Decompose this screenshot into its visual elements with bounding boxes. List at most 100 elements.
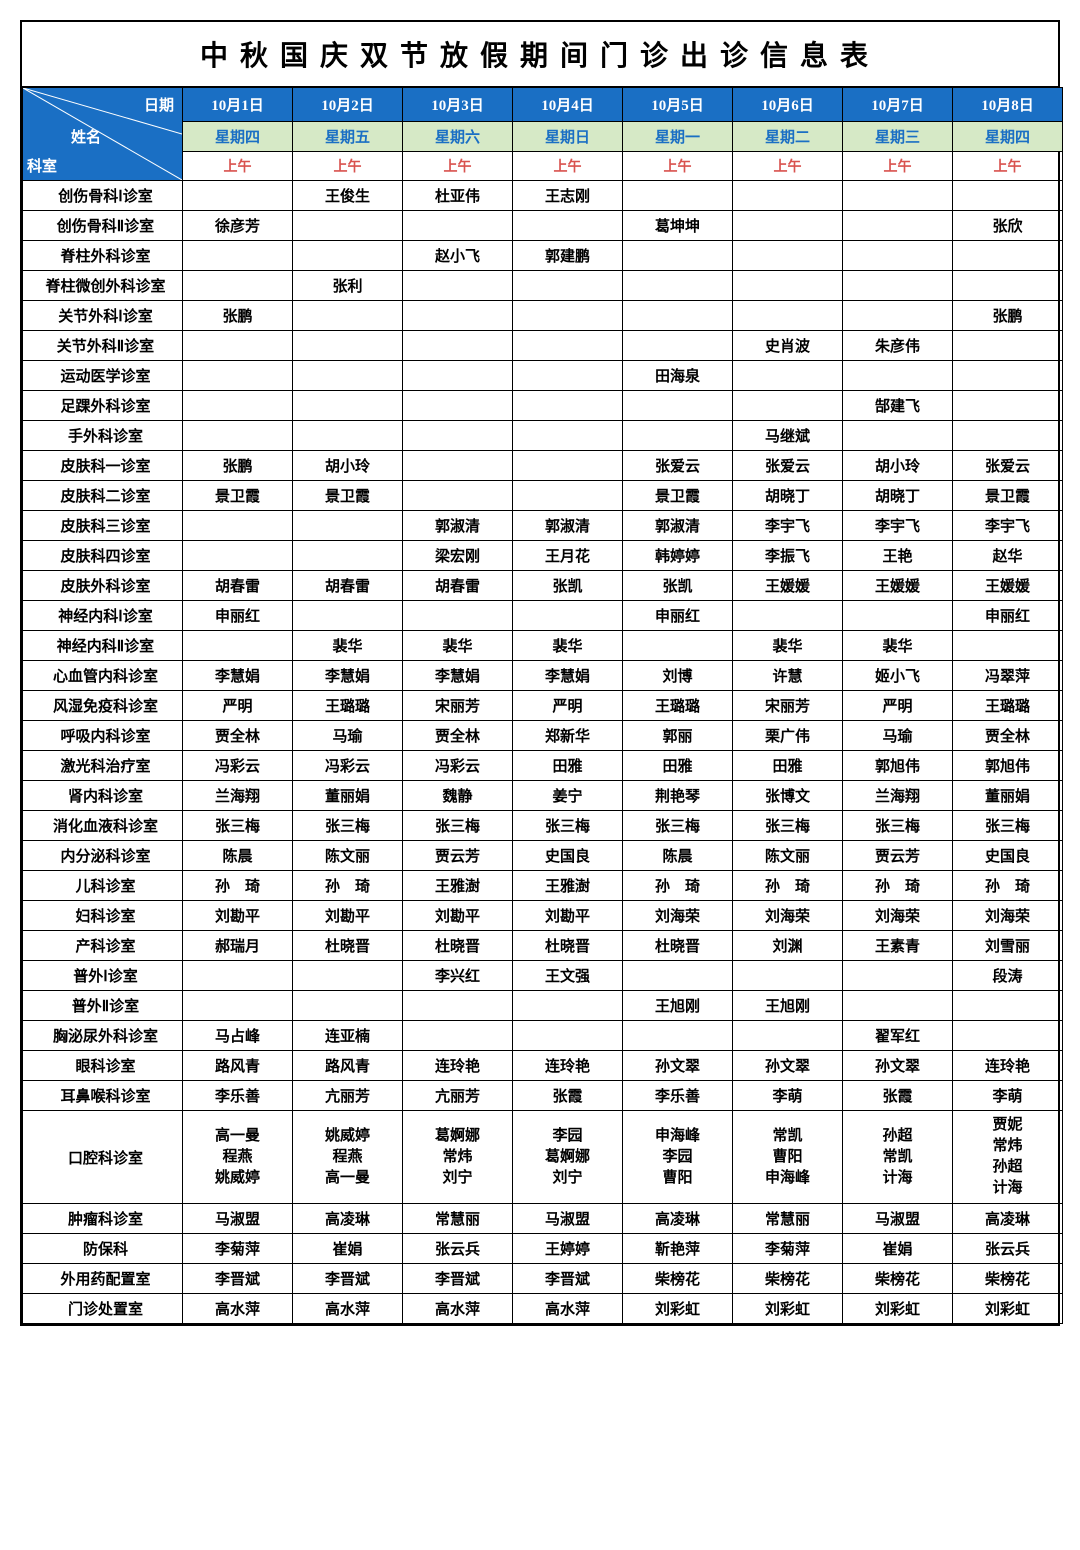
schedule-cell: 常慧丽 [733, 1204, 843, 1234]
schedule-cell: 贾云芳 [403, 841, 513, 871]
schedule-cell: 王旭刚 [623, 991, 733, 1021]
schedule-cell: 柴榜花 [733, 1264, 843, 1294]
schedule-cell: 张三梅 [183, 811, 293, 841]
schedule-cell [403, 271, 513, 301]
schedule-cell: 张云兵 [953, 1234, 1063, 1264]
schedule-cell: 李慧娟 [183, 661, 293, 691]
schedule-cell: 姚威婷程燕高一曼 [293, 1111, 403, 1204]
schedule-cell: 李慧娟 [403, 661, 513, 691]
schedule-cell [953, 331, 1063, 361]
date-header: 10月4日 [513, 88, 623, 122]
date-header: 10月5日 [623, 88, 733, 122]
schedule-cell: 柴榜花 [953, 1264, 1063, 1294]
schedule-cell [183, 421, 293, 451]
table-row: 创伤骨科Ⅱ诊室徐彦芳葛坤坤张欣 [23, 211, 1063, 241]
dept-name: 皮肤科二诊室 [23, 481, 183, 511]
schedule-cell: 李宇飞 [843, 511, 953, 541]
schedule-cell: 杜晓晋 [293, 931, 403, 961]
schedule-cell [293, 421, 403, 451]
schedule-cell: 申丽红 [183, 601, 293, 631]
table-row: 心血管内科诊室李慧娟李慧娟李慧娟李慧娟刘博许慧姬小飞冯翠萍 [23, 661, 1063, 691]
schedule-cell [183, 541, 293, 571]
schedule-cell [513, 361, 623, 391]
schedule-cell: 常凯曹阳申海峰 [733, 1111, 843, 1204]
schedule-cell: 申丽红 [953, 601, 1063, 631]
schedule-cell: 柴榜花 [843, 1264, 953, 1294]
schedule-cell: 段涛 [953, 961, 1063, 991]
date-header: 10月6日 [733, 88, 843, 122]
schedule-cell: 胡小玲 [293, 451, 403, 481]
dept-name: 产科诊室 [23, 931, 183, 961]
dept-name: 外用药配置室 [23, 1264, 183, 1294]
dept-name: 眼科诊室 [23, 1051, 183, 1081]
schedule-cell: 葛婀娜常炜刘宁 [403, 1111, 513, 1204]
schedule-cell: 高水萍 [293, 1294, 403, 1324]
schedule-cell [843, 421, 953, 451]
schedule-cell: 王俊生 [293, 181, 403, 211]
schedule-cell: 王雅澍 [513, 871, 623, 901]
schedule-cell: 郝瑞月 [183, 931, 293, 961]
schedule-cell: 胡小玲 [843, 451, 953, 481]
diag-label-name: 姓名 [71, 126, 101, 147]
table-row: 脊柱外科诊室赵小飞郭建鹏 [23, 241, 1063, 271]
table-row: 肿瘤科诊室马淑盟高凌琳常慧丽马淑盟高凌琳常慧丽马淑盟高凌琳 [23, 1204, 1063, 1234]
schedule-cell: 崔娟 [293, 1234, 403, 1264]
schedule-cell [403, 391, 513, 421]
schedule-cell: 杜亚伟 [403, 181, 513, 211]
dept-name: 足踝外科诊室 [23, 391, 183, 421]
schedule-cell: 陈晨 [183, 841, 293, 871]
table-row: 内分泌科诊室陈晨陈文丽贾云芳史国良陈晨陈文丽贾云芳史国良 [23, 841, 1063, 871]
schedule-cell: 兰海翔 [183, 781, 293, 811]
dept-name: 门诊处置室 [23, 1294, 183, 1324]
table-row: 激光科治疗室冯彩云冯彩云冯彩云田雅田雅田雅郭旭伟郭旭伟 [23, 751, 1063, 781]
dept-name: 肾内科诊室 [23, 781, 183, 811]
schedule-cell [623, 271, 733, 301]
schedule-cell [843, 271, 953, 301]
schedule-cell: 梁宏刚 [403, 541, 513, 571]
schedule-cell: 张欣 [953, 211, 1063, 241]
schedule-cell: 张鹏 [183, 451, 293, 481]
schedule-cell: 连玲艳 [403, 1051, 513, 1081]
schedule-cell [733, 1021, 843, 1051]
schedule-cell: 李菊萍 [733, 1234, 843, 1264]
schedule-cell: 景卫霞 [293, 481, 403, 511]
schedule-cell: 田雅 [733, 751, 843, 781]
schedule-cell: 高一曼程燕姚威婷 [183, 1111, 293, 1204]
schedule-cell: 裴华 [403, 631, 513, 661]
schedule-cell [843, 961, 953, 991]
table-row: 皮肤科四诊室梁宏刚王月花韩婷婷李振飞王艳赵华 [23, 541, 1063, 571]
schedule-cell [733, 211, 843, 241]
schedule-cell: 严明 [843, 691, 953, 721]
schedule-cell: 郭建鹏 [513, 241, 623, 271]
schedule-cell [733, 961, 843, 991]
time-header: 上午 [953, 152, 1063, 181]
schedule-cell [513, 271, 623, 301]
schedule-cell [513, 991, 623, 1021]
schedule-cell: 李宇飞 [733, 511, 843, 541]
schedule-cell: 孙文翠 [733, 1051, 843, 1081]
schedule-cell: 连亚楠 [293, 1021, 403, 1051]
dept-name: 皮肤科三诊室 [23, 511, 183, 541]
time-header: 上午 [513, 152, 623, 181]
schedule-cell: 刘勘平 [513, 901, 623, 931]
table-row: 皮肤科一诊室张鹏胡小玲张爱云张爱云胡小玲张爱云 [23, 451, 1063, 481]
schedule-cell: 葛坤坤 [623, 211, 733, 241]
schedule-cell [733, 301, 843, 331]
dept-name: 口腔科诊室 [23, 1111, 183, 1204]
schedule-cell: 马继斌 [733, 421, 843, 451]
dept-name: 消化血液科诊室 [23, 811, 183, 841]
schedule-cell: 李晋斌 [403, 1264, 513, 1294]
schedule-cell: 李萌 [953, 1081, 1063, 1111]
schedule-cell: 景卫霞 [953, 481, 1063, 511]
dept-name: 风湿免疫科诊室 [23, 691, 183, 721]
schedule-cell: 李宇飞 [953, 511, 1063, 541]
schedule-cell: 张三梅 [843, 811, 953, 841]
schedule-cell: 兰海翔 [843, 781, 953, 811]
schedule-cell [183, 991, 293, 1021]
schedule-cell [403, 331, 513, 361]
schedule-cell [843, 181, 953, 211]
schedule-cell: 李乐善 [183, 1081, 293, 1111]
table-row: 足踝外科诊室郜建飞 [23, 391, 1063, 421]
schedule-cell: 刘渊 [733, 931, 843, 961]
schedule-cell: 胡晓丁 [843, 481, 953, 511]
